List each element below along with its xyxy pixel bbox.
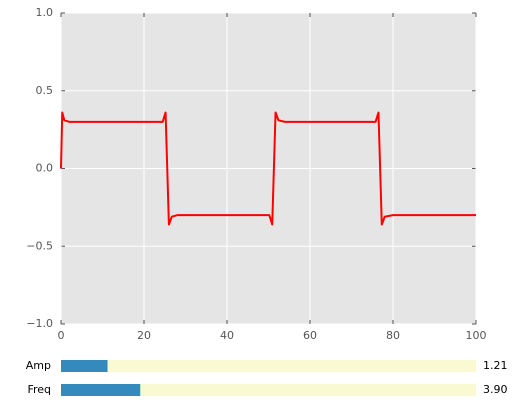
y-tick-label: −0.5 [26, 239, 53, 252]
data-line [60, 111, 476, 226]
slider-label: Freq [27, 383, 51, 396]
x-tick-label: 60 [303, 329, 317, 342]
x-tick-label: 40 [220, 329, 234, 342]
y-tick-label: 0.5 [36, 84, 54, 97]
slider-fill[interactable] [61, 360, 108, 372]
slider-track[interactable] [61, 384, 476, 396]
slider-value: 1.21 [483, 359, 508, 372]
x-tick-label: 80 [386, 329, 400, 342]
y-tick-label: 1.0 [36, 6, 54, 19]
x-tick-label: 100 [466, 329, 487, 342]
y-tick-label: 0.0 [36, 162, 54, 175]
slider-value: 3.90 [483, 383, 508, 396]
y-tick-label: −1.0 [26, 317, 53, 330]
slider-track[interactable] [61, 360, 476, 372]
slider-fill[interactable] [61, 384, 141, 396]
x-tick-label: 0 [58, 329, 65, 342]
slider-label: Amp [26, 359, 51, 372]
x-tick-label: 20 [137, 329, 151, 342]
